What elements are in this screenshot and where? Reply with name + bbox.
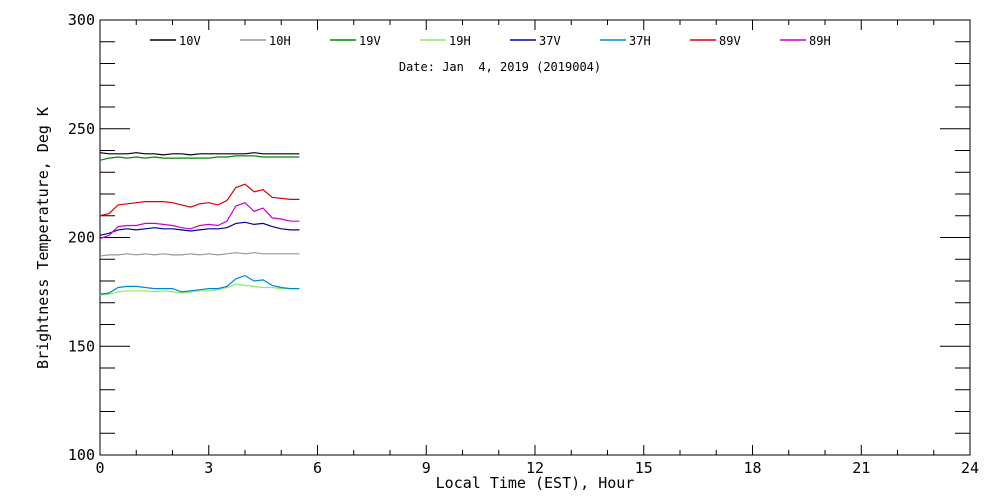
y-tick-label: 300 bbox=[68, 11, 95, 29]
plot-frame bbox=[99, 19, 971, 456]
x-tick-label: 24 bbox=[961, 459, 979, 477]
legend-label-37h: 37H bbox=[629, 34, 651, 48]
x-tick-label: 12 bbox=[526, 459, 544, 477]
series-line-19h bbox=[99, 283, 300, 296]
x-tick-label: 9 bbox=[422, 459, 431, 477]
x-axis-label: Local Time (EST), Hour bbox=[436, 474, 635, 492]
x-tick-label: 0 bbox=[95, 459, 104, 477]
legend-label-37v: 37V bbox=[539, 34, 561, 48]
date-annotation: Date: Jan 4, 2019 (2019004) bbox=[399, 60, 601, 74]
legend-label-10h: 10H bbox=[269, 34, 291, 48]
series-line-19v bbox=[99, 155, 300, 161]
series-line-37v bbox=[99, 221, 300, 236]
axis-ticks bbox=[99, 19, 971, 456]
series-line-10v bbox=[99, 152, 300, 156]
x-tick-label: 15 bbox=[635, 459, 653, 477]
series-line-10h bbox=[99, 252, 300, 257]
x-tick-label: 21 bbox=[852, 459, 870, 477]
series-lines bbox=[99, 152, 300, 296]
legend: 10V 10H 19V 19H 37V 37H 89V 89H bbox=[150, 34, 831, 48]
y-tick-label: 200 bbox=[68, 229, 95, 247]
y-axis-label: Brightness Temperature, Deg K bbox=[34, 107, 52, 369]
y-tick-label: 250 bbox=[68, 120, 95, 138]
series-line-89h bbox=[99, 202, 300, 240]
x-tick-label: 6 bbox=[313, 459, 322, 477]
axis-tick-labels: 0 3 6 9 12 15 18 21 24 100 150 200 250 300 bbox=[68, 11, 979, 477]
legend-label-10v: 10V bbox=[179, 34, 201, 48]
series-line-37h bbox=[99, 274, 300, 295]
legend-label-89h: 89H bbox=[809, 34, 831, 48]
y-tick-label: 150 bbox=[68, 337, 95, 355]
series-line-89v bbox=[99, 183, 300, 217]
x-tick-label: 3 bbox=[204, 459, 213, 477]
legend-label-19v: 19V bbox=[359, 34, 381, 48]
y-tick-label: 100 bbox=[68, 446, 95, 464]
legend-label-89v: 89V bbox=[719, 34, 741, 48]
x-tick-label: 18 bbox=[743, 459, 761, 477]
legend-label-19h: 19H bbox=[449, 34, 471, 48]
